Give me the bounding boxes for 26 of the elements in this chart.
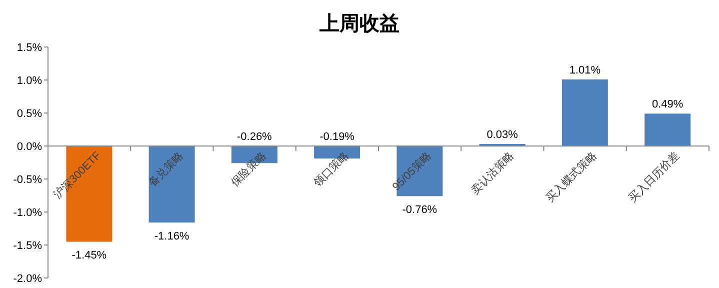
x-tick-label: 买入蝶式策略	[543, 148, 600, 205]
y-tick-label: 0.5%	[16, 108, 42, 120]
x-tick-label: 卖认沽策略	[468, 148, 517, 198]
data-label: 0.49%	[652, 98, 684, 111]
x-tick-label: 备兑策略	[146, 148, 186, 190]
y-tick-label: -1.0%	[13, 206, 42, 219]
bar	[644, 114, 691, 146]
data-label: -1.45%	[72, 250, 107, 262]
x-tick-label: 买入日历价差	[626, 148, 682, 205]
data-label: -0.76%	[402, 204, 438, 216]
y-tick-label: -1.5%	[13, 240, 42, 252]
data-label: -1.16%	[154, 230, 190, 243]
x-tick-label: 保险策略	[229, 150, 269, 190]
y-tick-label: 0.0%	[16, 140, 42, 153]
data-label: 0.03%	[486, 129, 518, 142]
y-tick-label: 1.0%	[16, 74, 42, 87]
bar	[148, 146, 195, 223]
data-label: -0.19%	[320, 131, 355, 143]
chart-title: 上周收益	[318, 10, 400, 37]
y-tick-label: -0.5%	[13, 174, 42, 186]
data-label: 1.01%	[569, 64, 601, 76]
y-tick-label: -2.0%	[13, 272, 42, 285]
bar	[562, 79, 608, 146]
y-tick-label: 1.5%	[16, 42, 42, 54]
data-label: -0.26%	[237, 131, 272, 143]
x-tick-label: 领口策略	[312, 150, 352, 190]
